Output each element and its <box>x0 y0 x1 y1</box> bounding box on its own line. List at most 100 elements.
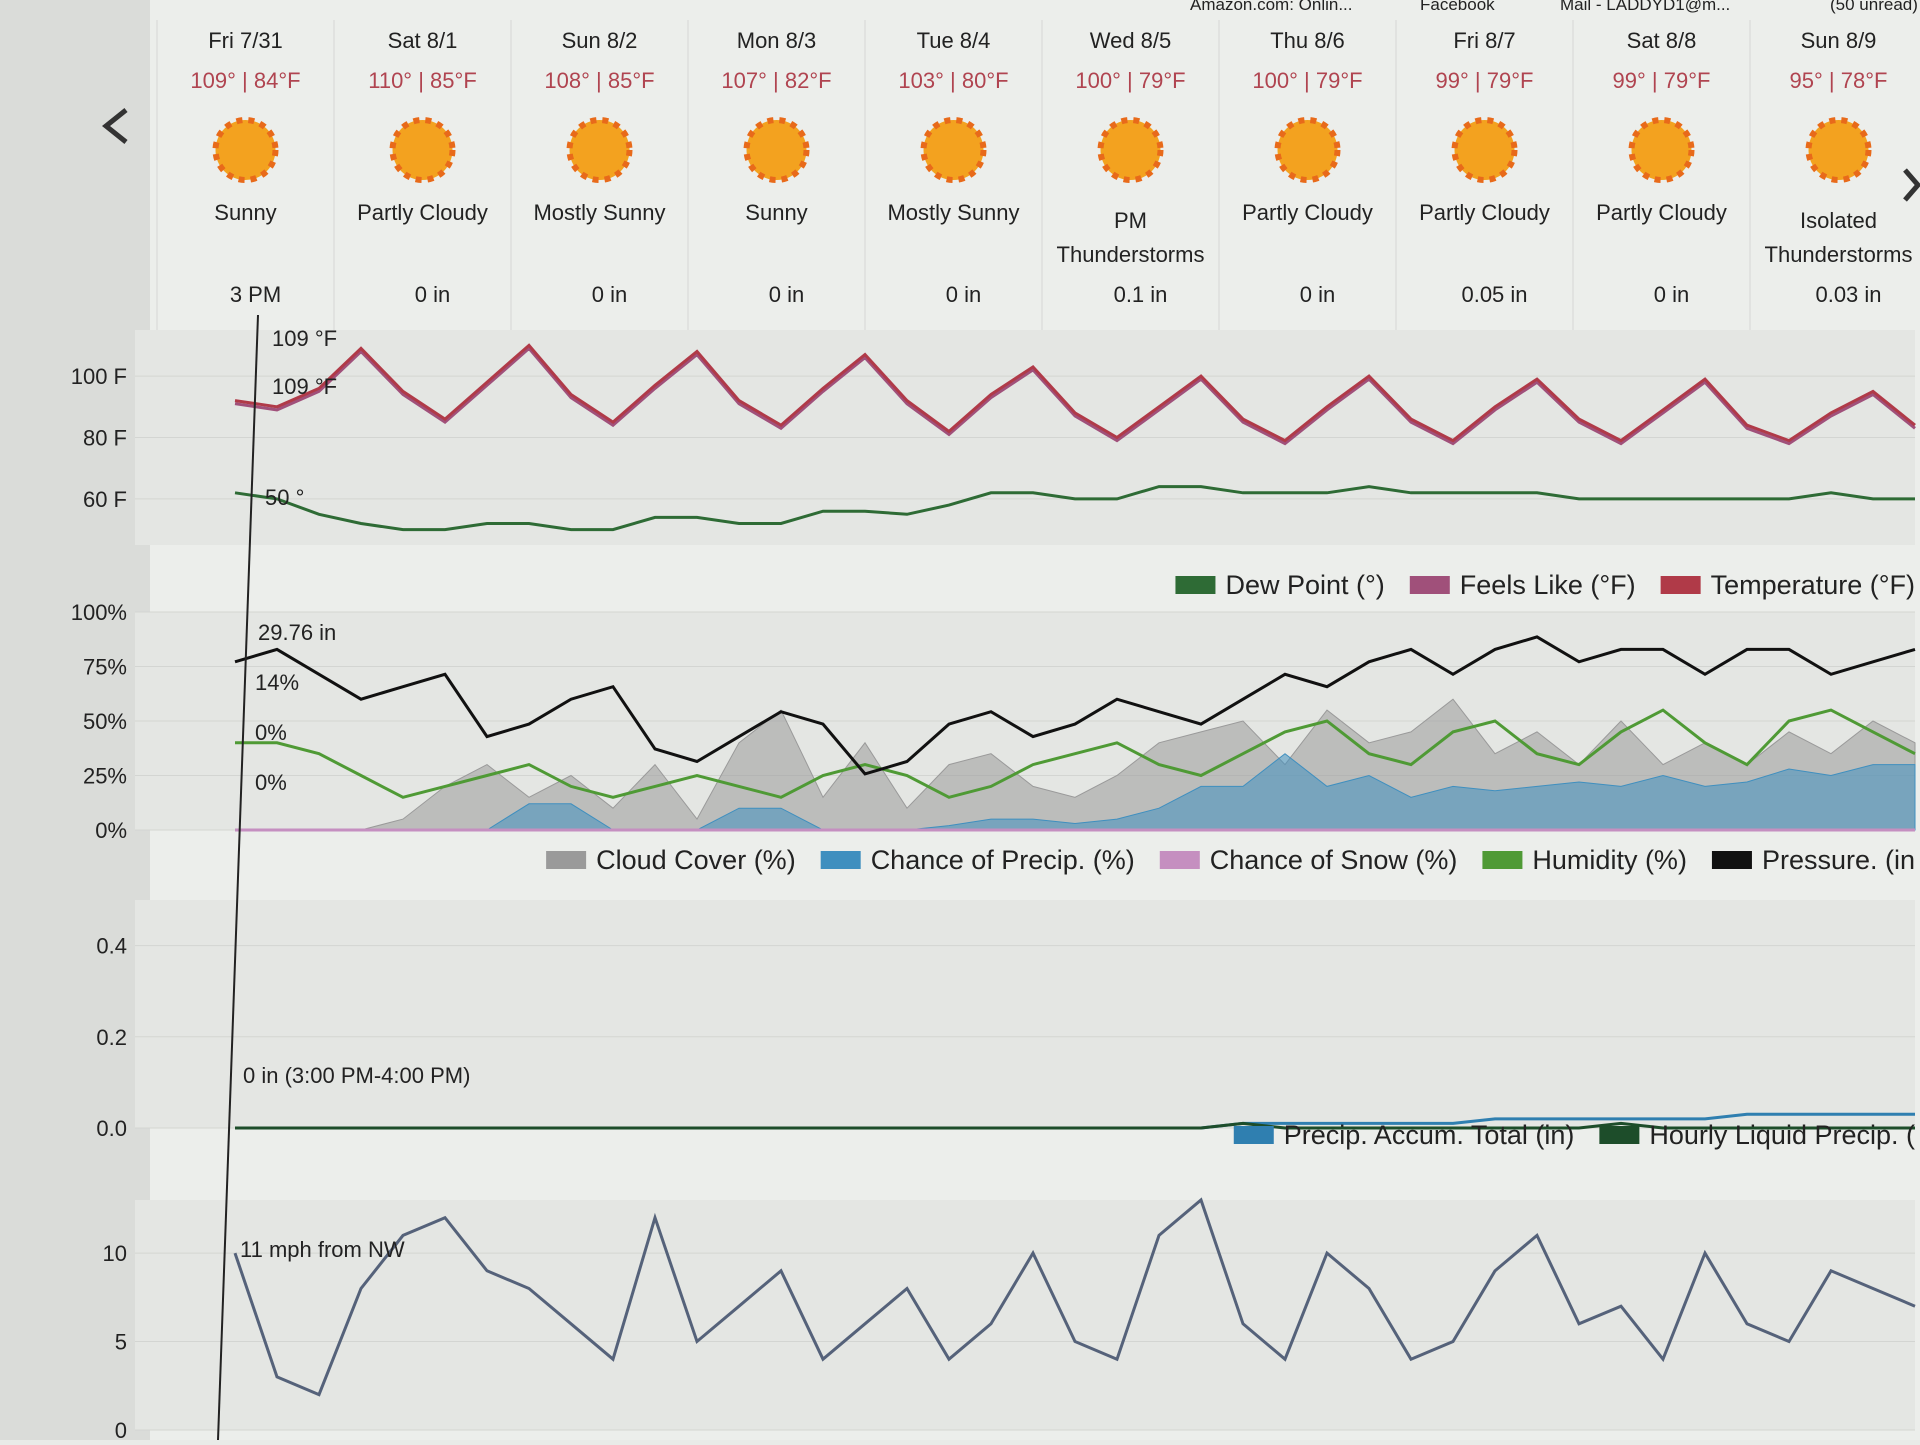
day-condition: Sunny <box>745 200 807 225</box>
day-condition: Isolated Thunderstorms <box>1765 208 1913 267</box>
y-tick-label: 0.2 <box>96 1025 127 1050</box>
day-temps: 110° | 85°F <box>368 68 477 93</box>
day-date[interactable]: Wed 8/5 <box>1090 28 1172 53</box>
line <box>233 1197 1916 1397</box>
chart-area <box>135 1200 1915 1430</box>
day-precip: 0 in <box>1300 282 1335 307</box>
legend-swatch[interactable] <box>1233 1126 1274 1144</box>
weather-icon <box>743 117 810 183</box>
y-tick-label: 100% <box>71 600 127 625</box>
annotation: 0% <box>255 770 287 795</box>
annotation: 14% <box>255 670 299 695</box>
weather-icon <box>1628 117 1695 183</box>
y-tick-label: 0.0 <box>96 1116 127 1141</box>
bookmark[interactable]: (50 unread) <box>1830 0 1918 14</box>
y-tick-label: 0 <box>115 1418 127 1440</box>
y-tick-label: 10 <box>103 1241 127 1266</box>
legend-swatch[interactable] <box>1711 851 1752 869</box>
annotation: 109 °F <box>272 374 337 399</box>
area <box>235 753 1916 831</box>
annotation: 11 mph from NW <box>240 1237 405 1262</box>
line <box>234 343 1916 443</box>
legend-swatch[interactable] <box>1660 576 1701 594</box>
legend-swatch[interactable] <box>1175 576 1216 594</box>
bookmark[interactable]: Facebook <box>1420 0 1495 14</box>
legend-label[interactable]: Hourly Liquid Precip. ( <box>1649 1120 1915 1150</box>
day-date[interactable]: Sat 8/1 <box>388 28 458 53</box>
day-date[interactable]: Sun 8/2 <box>562 28 638 53</box>
day-temps: 100° | 79°F <box>1075 68 1185 93</box>
bookmark[interactable]: Mail - LADDYD1@m... <box>1560 0 1730 14</box>
day-precip: 0 in <box>415 282 450 307</box>
day-condition: Partly Cloudy <box>1419 200 1550 225</box>
day-condition: Mostly Sunny <box>533 200 665 225</box>
weather-icon <box>1097 117 1164 183</box>
day-precip: 0.1 in <box>1114 282 1168 307</box>
y-tick-label: 0.4 <box>96 934 127 959</box>
legend-swatch[interactable] <box>1482 851 1523 869</box>
y-tick-label: 0% <box>95 818 127 843</box>
left-margin <box>0 0 150 1440</box>
day-condition: Sunny <box>214 200 276 225</box>
day-condition: Mostly Sunny <box>887 200 1019 225</box>
legend-swatch[interactable] <box>820 851 861 869</box>
legend-swatch[interactable] <box>1599 1126 1640 1144</box>
day-date[interactable]: Mon 8/3 <box>737 28 817 53</box>
cursor-line <box>217 314 259 1441</box>
legend-swatch[interactable] <box>1409 576 1450 594</box>
day-condition: Partly Cloudy <box>1596 200 1727 225</box>
y-tick-label: 50% <box>83 709 127 734</box>
weather-icon <box>212 117 279 183</box>
legend-label[interactable]: Pressure. (in <box>1762 845 1915 875</box>
legend-label[interactable]: Chance of Precip. (%) <box>871 845 1135 875</box>
day-temps: 99° | 79°F <box>1436 68 1534 93</box>
y-tick-label: 100 F <box>71 364 127 389</box>
day-date[interactable]: Sat 8/8 <box>1627 28 1697 53</box>
legend-swatch[interactable] <box>546 851 587 869</box>
day-condition: Partly Cloudy <box>357 200 488 225</box>
legend-label[interactable]: Humidity (%) <box>1532 845 1687 875</box>
y-tick-label: 5 <box>115 1330 127 1355</box>
day-temps: 100° | 79°F <box>1252 68 1362 93</box>
annotation: 50 ° <box>265 485 304 510</box>
annotation: 29.76 in <box>258 620 336 645</box>
day-date[interactable]: Fri 7/31 <box>208 28 283 53</box>
line <box>235 708 1916 799</box>
day-precip: 0 in <box>1654 282 1689 307</box>
legend-label[interactable]: Dew Point (°) <box>1225 570 1384 600</box>
legend-label[interactable]: Precip. Accum. Total (in) <box>1284 1120 1575 1150</box>
annotation: 0% <box>255 720 287 745</box>
annotation: 109 °F <box>272 326 337 351</box>
bookmark[interactable]: Amazon.com: Onlin... <box>1190 0 1353 14</box>
prev-arrow[interactable] <box>101 108 128 144</box>
y-tick-label: 80 F <box>83 426 127 451</box>
weather-icon <box>389 117 456 183</box>
line <box>234 635 1916 776</box>
day-temps: 107° | 82°F <box>721 68 831 93</box>
day-date[interactable]: Fri 8/7 <box>1453 28 1515 53</box>
day-condition: PM Thunderstorms <box>1057 208 1205 267</box>
weather-icon <box>566 117 633 183</box>
day-date[interactable]: Sun 8/9 <box>1801 28 1877 53</box>
legend-swatch[interactable] <box>1159 851 1200 869</box>
y-tick-label: 75% <box>83 655 127 680</box>
weather-icon <box>1274 117 1341 183</box>
weather-icon <box>1451 117 1518 183</box>
weather-icon <box>1805 117 1872 183</box>
day-temps: 99° | 79°F <box>1613 68 1711 93</box>
legend-label[interactable]: Chance of Snow (%) <box>1210 845 1458 875</box>
y-tick-label: 25% <box>83 764 127 789</box>
day-temps: 95° | 78°F <box>1790 68 1888 93</box>
line <box>234 346 1916 446</box>
day-temps: 108° | 85°F <box>544 68 654 93</box>
legend-label[interactable]: Temperature (°F) <box>1711 570 1915 600</box>
day-date[interactable]: Tue 8/4 <box>917 28 991 53</box>
legend-label[interactable]: Feels Like (°F) <box>1460 570 1636 600</box>
line <box>235 1121 1915 1130</box>
day-condition: Partly Cloudy <box>1242 200 1373 225</box>
day-date[interactable]: Thu 8/6 <box>1270 28 1345 53</box>
day-temps: 109° | 84°F <box>190 68 300 93</box>
next-arrow[interactable] <box>1903 168 1920 202</box>
legend-label[interactable]: Cloud Cover (%) <box>596 845 796 875</box>
